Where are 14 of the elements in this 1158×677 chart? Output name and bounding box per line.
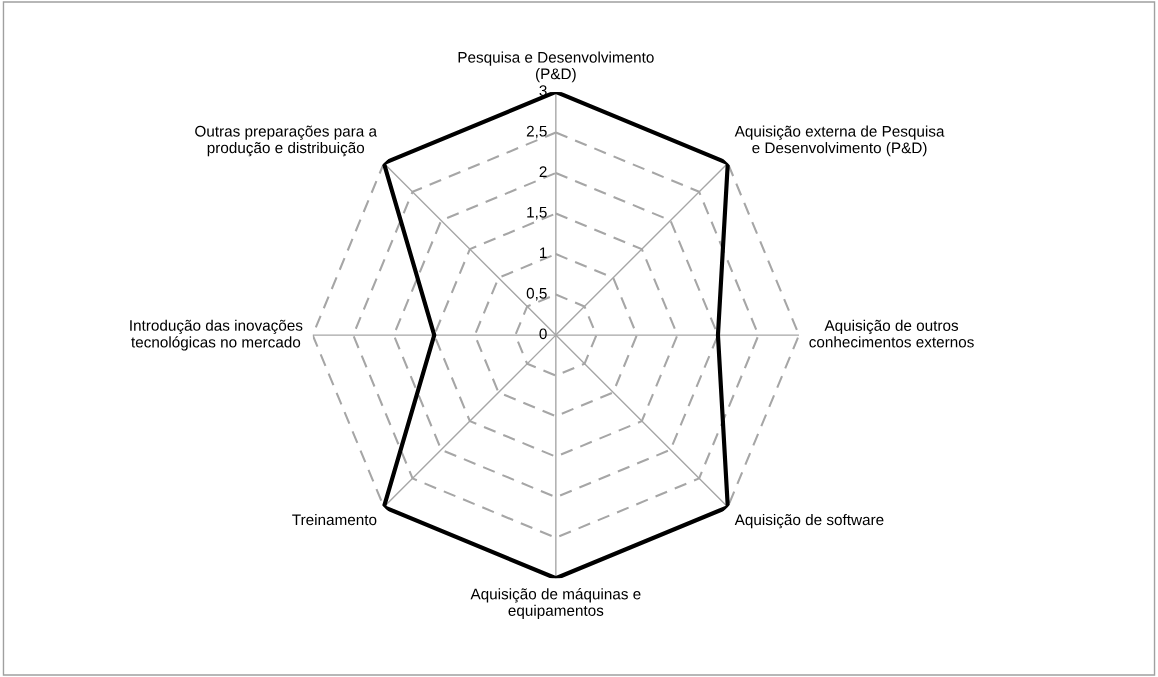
spoke-label: Aquisição de outros conhecimentos externos (809, 319, 974, 348)
y-tick-label: 1,5 (527, 206, 547, 220)
spoke-label: Pesquisa e Desenvolvimento (P&D) (458, 51, 654, 83)
y-tick-label: 1 (540, 247, 547, 259)
y-tick-label: 2,5 (526, 125, 547, 139)
spoke-label: Aquisição de máquinas e equipamentos (470, 588, 641, 619)
spoke-label: Aquisição de software (734, 513, 884, 529)
spoke-label: Aquisição externa de Pesquisa e Desenvolvimento (P&D) (734, 125, 945, 157)
spoke-label: Treinamento (292, 513, 377, 526)
spoke-label: Introdução das inovações tecnológicas no mercado (130, 319, 303, 351)
y-tick-label: 2 (539, 166, 547, 177)
spoke-label: Outras preparações para a produção e distribuição (195, 125, 378, 157)
y-tick-label: 0 (539, 328, 547, 340)
y-tick-label: 0,5 (526, 287, 547, 301)
